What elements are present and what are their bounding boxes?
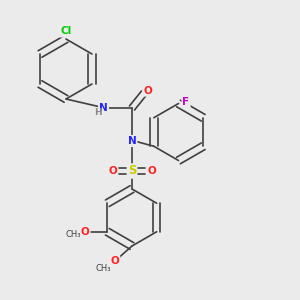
Text: O: O	[110, 256, 119, 266]
Text: CH₃: CH₃	[96, 264, 111, 273]
Text: CH₃: CH₃	[66, 230, 82, 239]
Text: F: F	[182, 97, 190, 107]
Text: S: S	[128, 164, 136, 178]
Text: H: H	[94, 108, 101, 117]
Text: N: N	[99, 103, 108, 113]
Text: O: O	[80, 227, 89, 237]
Text: N: N	[128, 136, 136, 146]
Text: O: O	[147, 166, 156, 176]
Text: Cl: Cl	[60, 26, 72, 37]
Text: O: O	[143, 85, 152, 96]
Text: O: O	[108, 166, 117, 176]
